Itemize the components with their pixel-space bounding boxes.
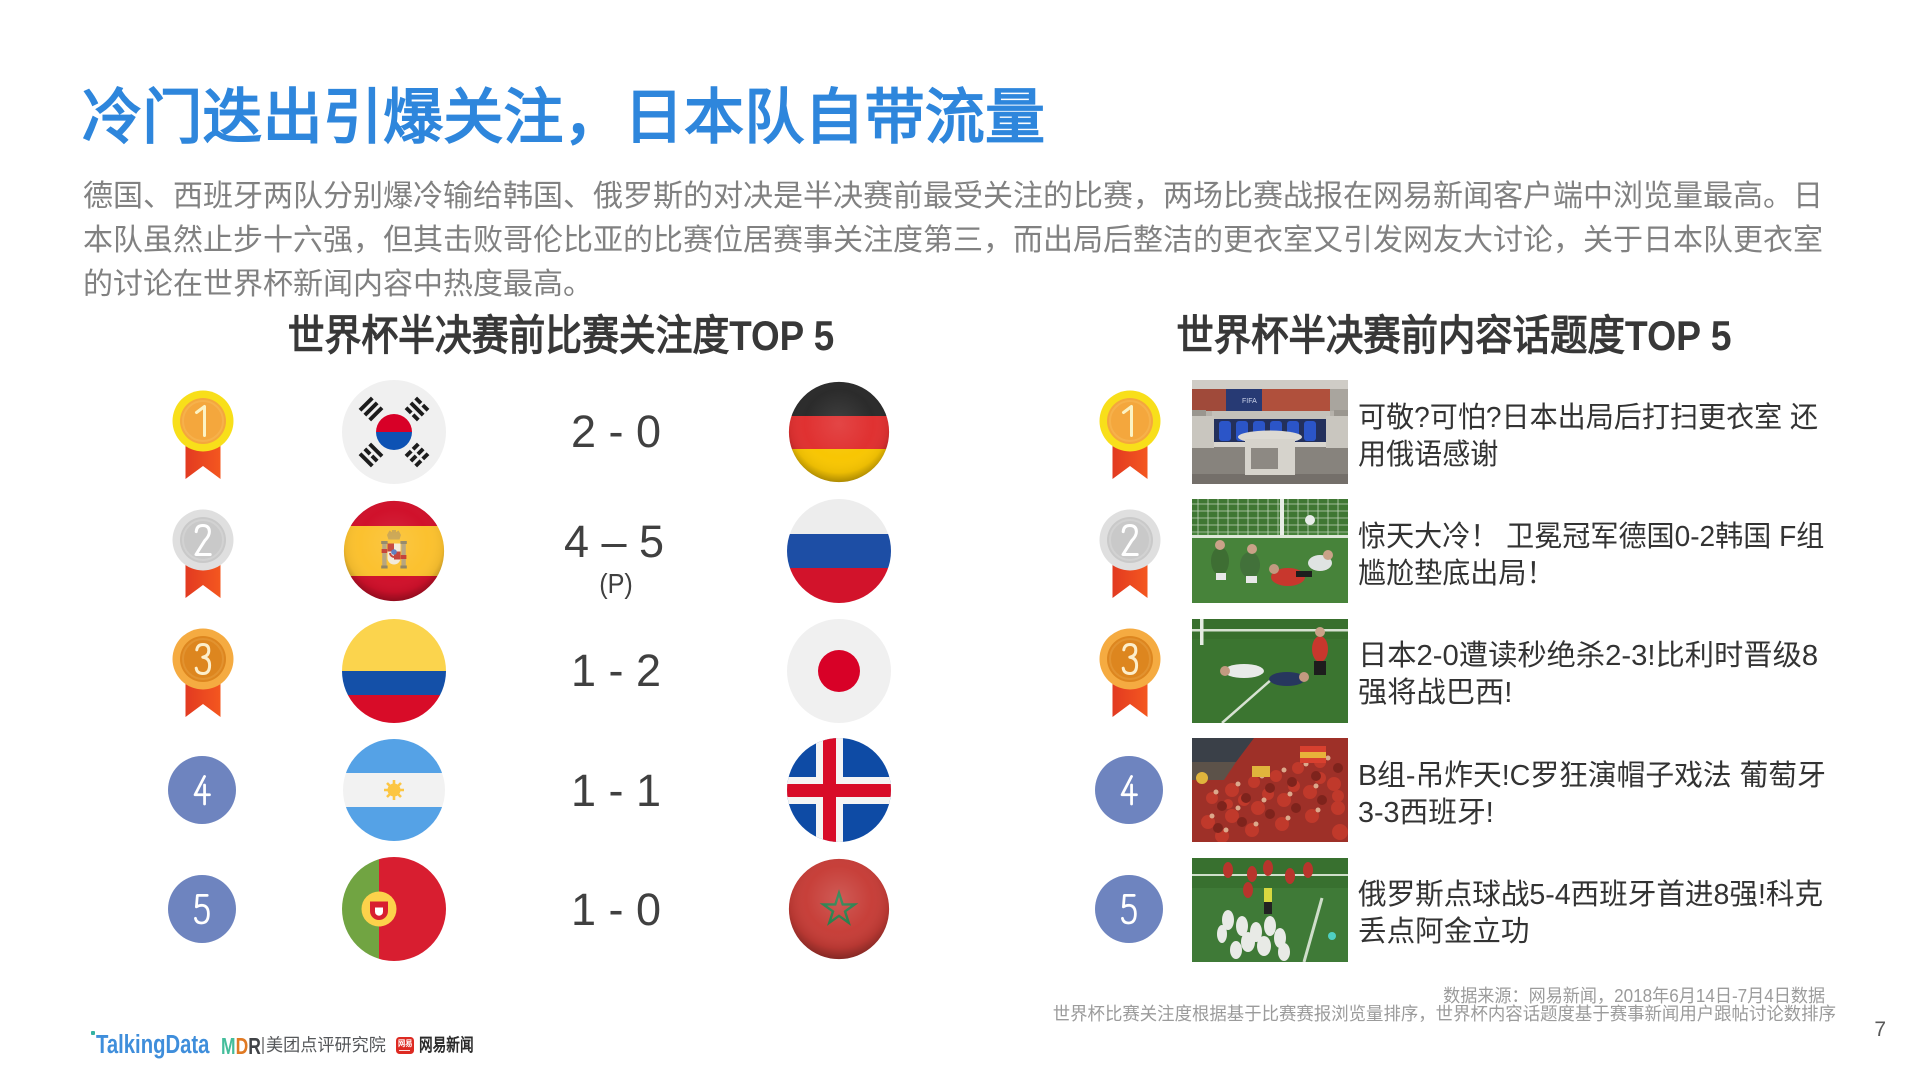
svg-text:FIFA: FIFA xyxy=(1242,398,1257,405)
